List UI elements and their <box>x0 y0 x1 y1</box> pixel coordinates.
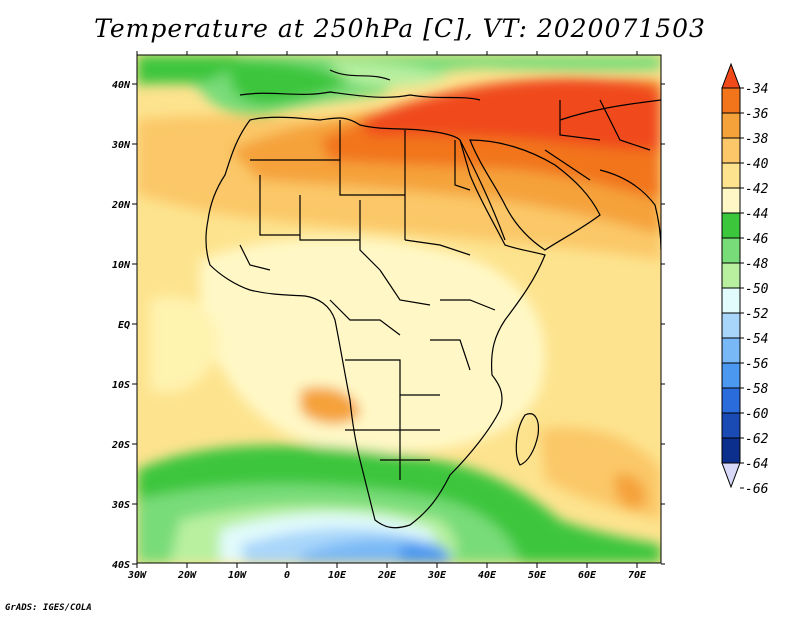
colorbar-label: -66 <box>745 482 769 497</box>
colorbar-label: -34 <box>745 82 768 97</box>
lon-tick-label: 60E <box>578 570 597 581</box>
lat-tick-label: 10N <box>112 260 131 271</box>
lon-tick-label: 30W <box>127 570 147 581</box>
colorbar-swatch <box>721 112 741 139</box>
colorbar-swatch <box>721 362 741 389</box>
lat-tick-label: EQ <box>118 320 130 331</box>
lat-tick-label: 40N <box>112 80 131 91</box>
credit-text: GrADS: IGES/COLA <box>5 603 92 613</box>
colorbar-swatch <box>721 262 741 289</box>
lat-tick-label: 40S <box>112 560 130 571</box>
map-frame <box>136 54 662 564</box>
lon-tick-label: 10W <box>228 570 247 581</box>
colorbar-label: -62 <box>745 432 769 447</box>
map-title: Temperature at 250hPa [C], VT: 202007150… <box>94 14 706 43</box>
colorbar-swatch <box>721 237 741 264</box>
colorbar-label: -38 <box>745 132 769 147</box>
colorbar-label: -58 <box>745 382 769 397</box>
colorbar-top-arrow <box>721 62 741 89</box>
colorbar-label: -56 <box>745 357 769 372</box>
colorbar-label: -36 <box>745 107 769 122</box>
lon-tick-label: 30E <box>427 570 447 581</box>
colorbar-label: -42 <box>745 182 769 197</box>
colorbar-swatch <box>721 137 741 164</box>
colorbar-swatch <box>721 287 741 314</box>
lon-tick-label: 20W <box>177 570 197 581</box>
lon-tick-label: 10E <box>328 570 347 581</box>
latitude-ticks: 40N 30N 20N 10N EQ 10S 20S 30S 40S <box>111 80 665 571</box>
lon-tick-label: 70E <box>628 570 647 581</box>
colorbar-swatch <box>721 87 741 114</box>
lat-tick-label: 20N <box>111 200 131 211</box>
colorbar-label: -52 <box>745 307 769 322</box>
colorbar-swatch <box>721 212 741 239</box>
colorbar-swatch <box>721 337 741 364</box>
lon-tick-label: 40E <box>478 570 497 581</box>
colorbar-bottom-arrow <box>721 462 741 489</box>
lat-tick-label: 30S <box>111 500 130 511</box>
longitude-ticks: 30W 20W 10W 0 10E 20E 30E 40E 50E 60E 70E <box>127 51 647 581</box>
temperature-field <box>137 55 661 563</box>
colorbar-swatch <box>721 437 741 464</box>
colorbar-swatch <box>721 312 741 339</box>
colorbar-swatch <box>721 412 741 439</box>
lat-tick-label: 10S <box>112 380 130 391</box>
lat-tick-label: 20S <box>111 440 130 451</box>
coastlines <box>205 69 661 529</box>
colorbar-swatch <box>721 387 741 414</box>
colorbar-label: -54 <box>745 332 768 347</box>
colorbar-label: -64 <box>745 457 768 472</box>
colorbar-label: -60 <box>745 407 769 422</box>
colorbar-swatch <box>721 162 741 189</box>
colorbar-swatch <box>721 187 741 214</box>
lon-tick-label: 20E <box>377 570 397 581</box>
colorbar-label: -46 <box>745 232 769 247</box>
colorbar-label: -40 <box>745 157 769 172</box>
lon-tick-label: 50E <box>528 570 547 581</box>
colorbar-label: -48 <box>745 257 769 272</box>
colorbar-label: -44 <box>745 207 768 222</box>
lat-tick-label: 30N <box>111 140 131 151</box>
colorbar-label: -50 <box>745 282 769 297</box>
lon-tick-label: 0 <box>284 570 290 581</box>
colorbar: -34 -36 -38 -40 -42 -44 -46 -48 -50 -52 -54 -56 -58 -… <box>721 62 769 497</box>
